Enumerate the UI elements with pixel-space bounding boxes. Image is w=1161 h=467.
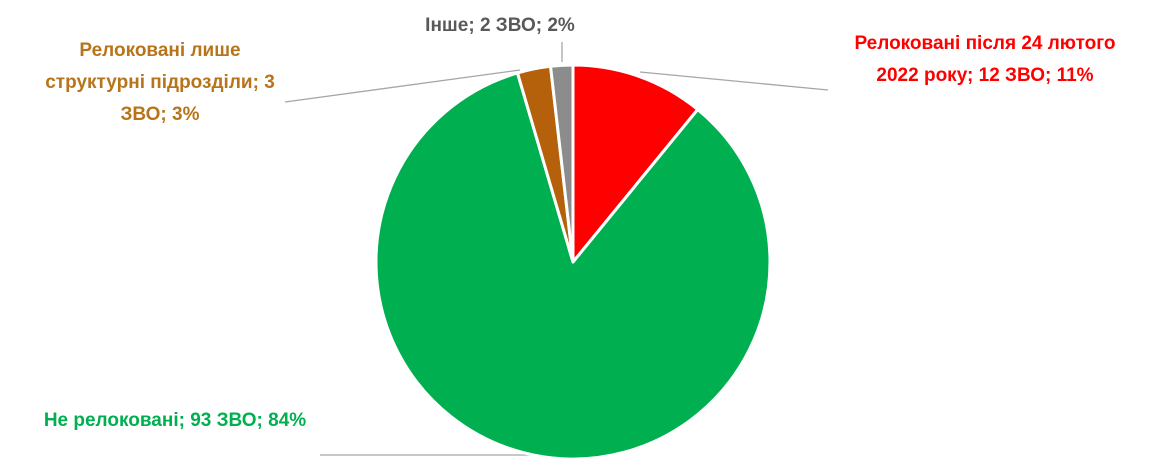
data-label: Релоковані після 24 лютого 2022 року; 12… <box>835 28 1135 92</box>
label-part: 3 ЗВО; <box>120 72 275 125</box>
label-part: 12 ЗВО; <box>978 65 1052 86</box>
label-part: 84% <box>268 410 307 431</box>
data-label: Не релоковані; 93 ЗВО; 84% <box>25 405 325 437</box>
pie-slice <box>549 63 575 264</box>
pie-slice <box>571 63 700 264</box>
leader-lines <box>284 42 829 456</box>
label-part: 2 ЗВО; <box>479 15 543 36</box>
leader-line <box>284 69 521 103</box>
data-label: Інше; 2 ЗВО; 2% <box>360 10 640 42</box>
label-part: Інше; <box>425 15 475 36</box>
label-part: 11% <box>1056 65 1094 86</box>
label-part: 3% <box>172 104 200 125</box>
label-part: Релоковані лише структурні підрозділи; <box>45 40 259 93</box>
label-part: Релоковані після 24 лютого 2022 року; <box>854 33 1116 86</box>
pie-slice <box>374 71 772 461</box>
data-label: Релоковані лише структурні підрозділи; 3… <box>30 35 290 131</box>
label-part: 2% <box>547 15 575 36</box>
label-part: Не релоковані; <box>43 410 185 431</box>
leader-line <box>639 71 829 91</box>
label-part: 93 ЗВО; <box>190 410 263 431</box>
